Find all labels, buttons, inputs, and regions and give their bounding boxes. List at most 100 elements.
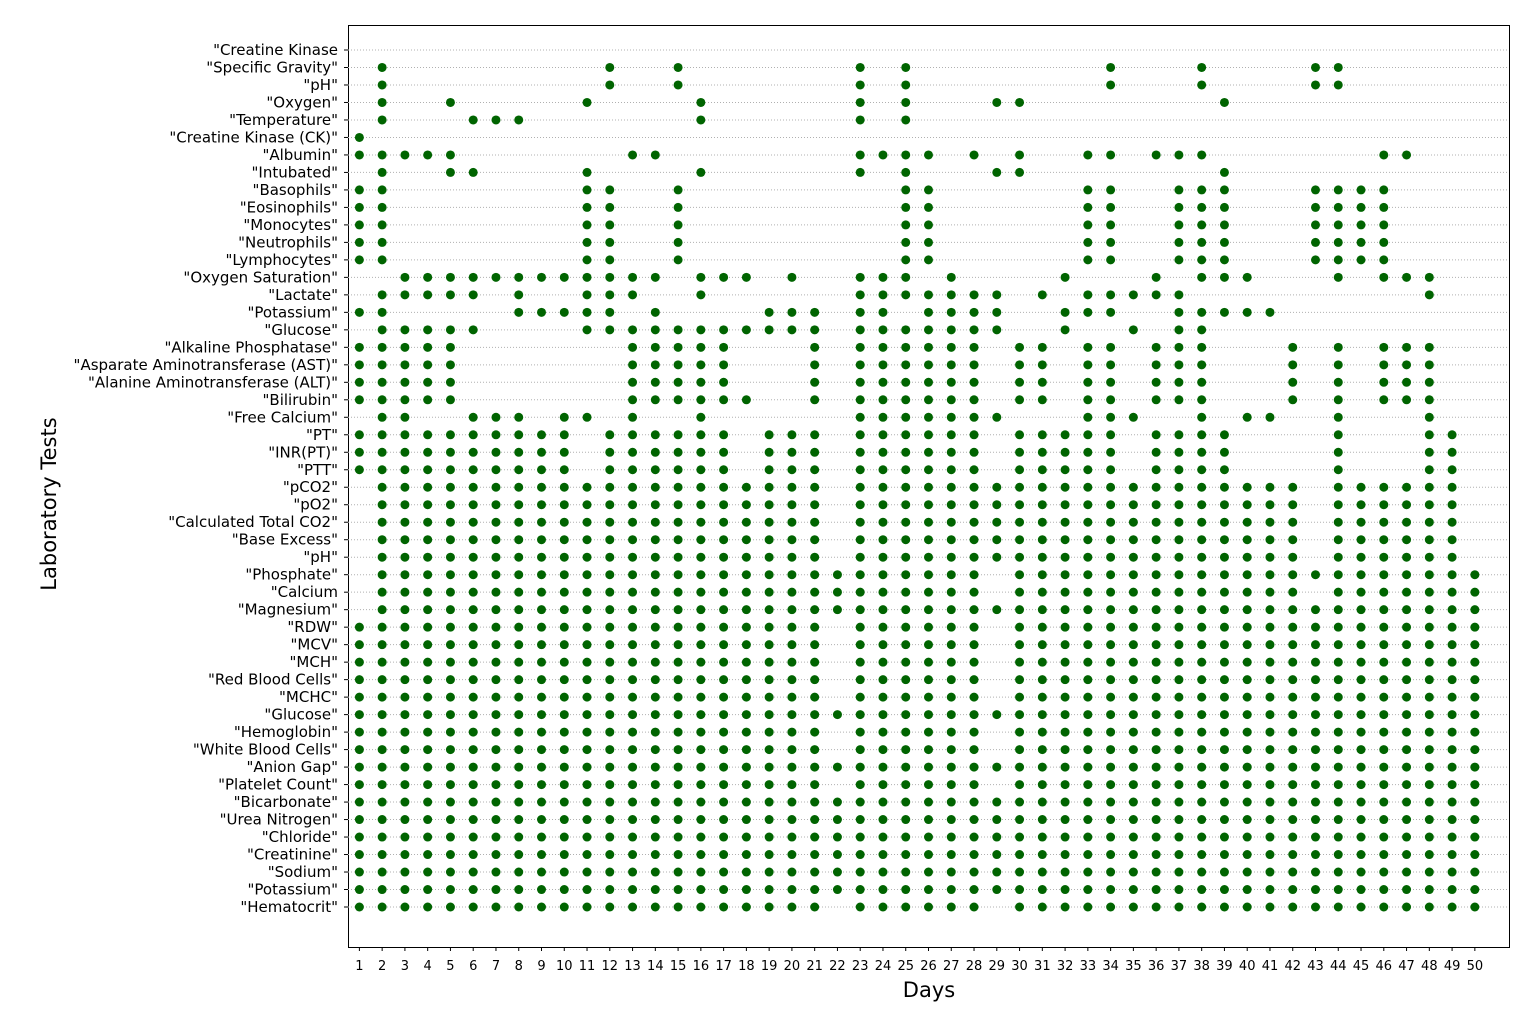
data-point — [696, 902, 706, 912]
data-point — [582, 167, 592, 177]
data-point — [1219, 552, 1229, 562]
data-point — [901, 447, 911, 457]
data-point — [787, 745, 797, 755]
x-tick-label: 22 — [829, 959, 846, 974]
data-point — [719, 587, 729, 597]
data-point — [537, 902, 546, 912]
data-point — [650, 535, 660, 545]
data-point — [1197, 710, 1207, 720]
data-point — [468, 447, 478, 457]
data-point — [1333, 850, 1343, 860]
data-point — [1333, 622, 1343, 632]
data-point — [1106, 657, 1116, 667]
data-point — [1128, 745, 1138, 755]
data-point — [1333, 710, 1343, 720]
data-point — [1174, 430, 1184, 440]
data-point — [1060, 307, 1070, 317]
data-point — [1265, 797, 1275, 807]
data-point — [1037, 867, 1047, 877]
data-point — [946, 360, 956, 370]
data-point — [1174, 517, 1184, 527]
data-point — [901, 710, 911, 720]
data-point — [1037, 570, 1047, 580]
data-point — [1037, 832, 1047, 842]
data-point — [719, 762, 729, 772]
data-point — [1311, 780, 1320, 790]
data-point — [1402, 797, 1412, 807]
data-point — [377, 657, 387, 667]
data-point — [1424, 290, 1434, 300]
x-tick-label: 12 — [602, 959, 619, 974]
y-tick-label: "Anion Gap" — [246, 758, 338, 776]
data-point — [1083, 412, 1093, 422]
data-point — [741, 867, 751, 877]
data-point — [582, 640, 592, 650]
data-point — [628, 447, 638, 457]
data-point — [901, 517, 911, 527]
data-point — [1470, 902, 1480, 912]
data-point — [400, 605, 410, 615]
data-point — [696, 167, 706, 177]
data-point — [719, 885, 729, 895]
data-point — [1197, 535, 1207, 545]
data-point — [514, 745, 524, 755]
data-point — [1242, 535, 1252, 545]
data-point — [946, 570, 956, 580]
data-point — [1174, 482, 1184, 492]
data-point — [423, 360, 433, 370]
data-point — [468, 780, 478, 790]
data-point — [1311, 850, 1320, 860]
data-point — [1174, 552, 1184, 562]
data-point — [1083, 692, 1093, 702]
data-point — [1470, 587, 1480, 597]
data-point — [1219, 867, 1229, 877]
data-point — [1333, 902, 1343, 912]
data-point — [1333, 237, 1343, 247]
data-point — [719, 447, 729, 457]
data-point — [1015, 762, 1025, 772]
data-point — [741, 570, 751, 580]
data-point — [1311, 62, 1320, 72]
data-point — [377, 185, 387, 195]
data-point — [628, 710, 638, 720]
data-point — [1379, 832, 1389, 842]
data-point — [764, 657, 774, 667]
data-point — [855, 412, 865, 422]
data-point — [719, 272, 729, 282]
data-point — [400, 622, 410, 632]
data-point — [377, 710, 387, 720]
data-point — [559, 780, 569, 790]
data-point — [1402, 500, 1412, 510]
data-point — [1424, 657, 1434, 667]
data-point — [559, 745, 569, 755]
data-point — [582, 675, 592, 685]
data-point — [559, 570, 569, 580]
data-point — [1333, 482, 1343, 492]
data-point — [673, 692, 683, 702]
data-point — [582, 290, 592, 300]
y-tick-label: "pO2" — [293, 496, 338, 514]
data-point — [354, 132, 364, 142]
data-point — [696, 412, 706, 422]
data-point — [1379, 867, 1389, 877]
data-point — [1083, 832, 1093, 842]
data-point — [1356, 657, 1366, 667]
data-point — [878, 605, 888, 615]
data-point — [1311, 80, 1320, 90]
data-point — [1106, 500, 1116, 510]
data-point — [582, 412, 592, 422]
data-point — [696, 272, 706, 282]
data-point — [1060, 867, 1070, 877]
data-point — [810, 605, 820, 615]
data-point — [1379, 622, 1389, 632]
data-point — [1356, 570, 1366, 580]
data-point — [400, 797, 410, 807]
data-point — [924, 832, 933, 842]
data-point — [1106, 815, 1116, 825]
data-point — [1083, 867, 1093, 877]
data-point — [719, 535, 729, 545]
data-point — [400, 902, 410, 912]
data-point — [423, 605, 433, 615]
data-point — [673, 762, 683, 772]
data-point — [1174, 640, 1184, 650]
